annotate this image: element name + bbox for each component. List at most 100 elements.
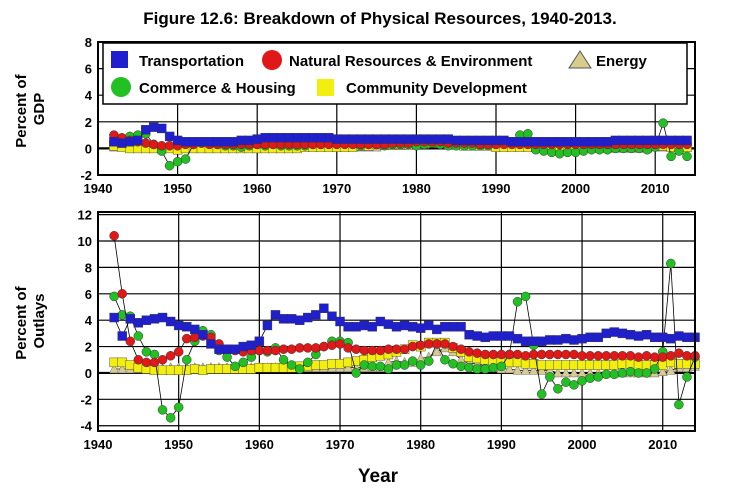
top-point-transportation-1981: [419, 134, 430, 144]
bottom-point-commerce-housing-1946: [141, 347, 152, 357]
top-point-transportation-1949: [164, 131, 175, 142]
bottom-point-natural-resources-environment-1942: [109, 230, 119, 241]
bottom-point-natural-resources-environment-1946: [141, 357, 152, 368]
bottom-panel: 1940 1950 1960 1970 1980 1990 2000 2010 -4 -2 0 2 4 6…: [13, 208, 700, 452]
top-point-transportation-1964: [284, 133, 294, 143]
bottom-point-community-development-1963: [278, 362, 289, 373]
bottom-point-natural-resources-environment-2007: [633, 352, 644, 362]
bottom-point-commerce-housing-1973: [359, 360, 369, 370]
bottom-point-transportation-1950: [173, 320, 184, 331]
bottom-point-natural-resources-environment-1977: [391, 344, 402, 354]
top-point-transportation-1986: [459, 135, 469, 146]
legend-marker-community-development: [317, 79, 334, 96]
bottom-point-transportation-1983: [440, 322, 450, 332]
bottom-point-community-development-2004: [609, 360, 620, 370]
top-point-transportation-2006: [618, 135, 629, 146]
bottom-point-natural-resources-environment-2000: [577, 351, 587, 361]
top-point-transportation-2010: [650, 135, 660, 146]
bottom-point-commerce-housing-2008: [641, 368, 652, 378]
bottom-point-commerce-housing-1981: [424, 356, 434, 366]
bottom-y-tick-10: 10: [78, 234, 92, 249]
bottom-point-natural-resources-environment-1962: [270, 345, 281, 356]
bottom-point-natural-resources-environment-1979: [407, 341, 418, 352]
bottom-point-transportation-1944: [125, 314, 135, 324]
top-point-transportation-1970: [332, 134, 342, 144]
bottom-point-transportation-1943: [117, 331, 127, 341]
top-point-commerce-housing-2011: [658, 118, 668, 128]
bottom-point-transportation-1968: [319, 303, 329, 314]
bottom-point-commerce-housing-1972: [351, 368, 361, 378]
bottom-point-transportation-1980: [416, 323, 426, 333]
bottom-point-transportation-1947: [149, 314, 160, 324]
bottom-y-tick--2: -2: [80, 392, 92, 407]
top-x-tick-2010: 2010: [641, 181, 670, 196]
top-point-transportation-1951: [180, 137, 191, 147]
bottom-point-energy-1993: [520, 364, 531, 375]
bottom-point-transportation-1970: [335, 316, 345, 327]
bottom-point-community-development-2010: [658, 360, 668, 370]
bottom-point-transportation-1988: [480, 332, 490, 343]
bottom-point-transportation-2004: [609, 327, 620, 337]
top-point-transportation-1995: [531, 137, 541, 147]
bottom-point-transportation-2006: [625, 329, 636, 340]
bottom-point-natural-resources-environment-1970: [335, 339, 345, 349]
bottom-point-community-development-1942: [109, 357, 119, 368]
bottom-x-tick-2010: 2010: [648, 437, 677, 452]
top-point-natural-resources-environment-1948: [156, 140, 167, 151]
top-point-transportation-1994: [523, 137, 533, 147]
top-y-tick--2: -2: [80, 168, 92, 183]
bottom-point-commerce-housing-1983: [440, 355, 450, 365]
top-point-transportation-1991: [499, 135, 509, 146]
bottom-point-transportation-1975: [375, 316, 386, 327]
top-point-transportation-2014: [682, 135, 692, 146]
bottom-y-axis-label-line-1: Percent of: [13, 285, 30, 359]
bottom-point-transportation-1962: [270, 310, 281, 320]
bottom-point-community-development-1997: [553, 360, 563, 370]
top-point-transportation-1944: [125, 137, 135, 147]
legend-item-natural-resources: Natural Resources & Environment: [262, 50, 532, 70]
bottom-point-natural-resources-environment-1972: [351, 344, 361, 354]
bottom-point-commerce-housing-1993: [520, 291, 531, 302]
bottom-y-tick-4: 4: [85, 313, 93, 328]
top-point-commerce-housing-1997: [546, 147, 557, 158]
top-point-transportation-2013: [674, 135, 684, 146]
bottom-point-natural-resources-environment-1984: [448, 341, 458, 352]
top-point-transportation-1963: [276, 133, 286, 143]
bottom-point-commerce-housing-2007: [633, 368, 644, 378]
top-point-transportation-1956: [220, 137, 231, 147]
top-plot-frame: [97, 41, 696, 176]
bottom-point-transportation-2012: [674, 331, 684, 341]
bottom-point-natural-resources-environment-1949: [165, 351, 176, 361]
legend-label-transportation: Transportation: [139, 53, 244, 70]
bottom-point-commerce-housing-1956: [222, 352, 232, 362]
bottom-point-commerce-housing-1974: [367, 361, 378, 372]
top-point-transportation-1969: [324, 133, 334, 143]
bottom-point-natural-resources-environment-1976: [383, 344, 394, 354]
bottom-x-tick-1940: 1940: [84, 437, 113, 452]
top-point-transportation-1965: [292, 133, 302, 143]
top-point-natural-resources-environment-1949: [164, 140, 175, 151]
bottom-point-commerce-housing-1996: [545, 372, 555, 382]
top-point-transportation-2009: [642, 135, 652, 146]
bottom-point-natural-resources-environment-1988: [480, 349, 490, 360]
bottom-point-energy-1998: [561, 367, 571, 378]
top-point-transportation-1943: [117, 138, 127, 148]
bottom-point-natural-resources-environment-2004: [609, 351, 620, 361]
bottom-point-transportation-1957: [230, 344, 240, 354]
bottom-point-natural-resources-environment-2012: [674, 348, 684, 358]
bottom-point-natural-resources-environment-2001: [585, 351, 595, 361]
top-point-transportation-1972: [348, 134, 358, 144]
legend-marker-natural-resources: [262, 50, 282, 70]
bottom-point-energy-1991: [504, 363, 515, 374]
bottom-point-transportation-1982: [432, 324, 442, 335]
bottom-point-community-development-2003: [601, 360, 611, 370]
bottom-point-transportation-1966: [303, 312, 313, 323]
top-point-transportation-1983: [435, 134, 445, 144]
bottom-line-natural-resources-environment: [113, 235, 695, 363]
top-point-transportation-1971: [340, 134, 350, 144]
legend: Transportation Natural Resources & Envir…: [102, 42, 688, 105]
bottom-point-community-development-1993: [520, 359, 531, 369]
bottom-point-community-development-1969: [327, 359, 337, 369]
bottom-point-natural-resources-environment-1961: [262, 345, 273, 356]
bottom-point-natural-resources-environment-2010: [657, 352, 668, 362]
